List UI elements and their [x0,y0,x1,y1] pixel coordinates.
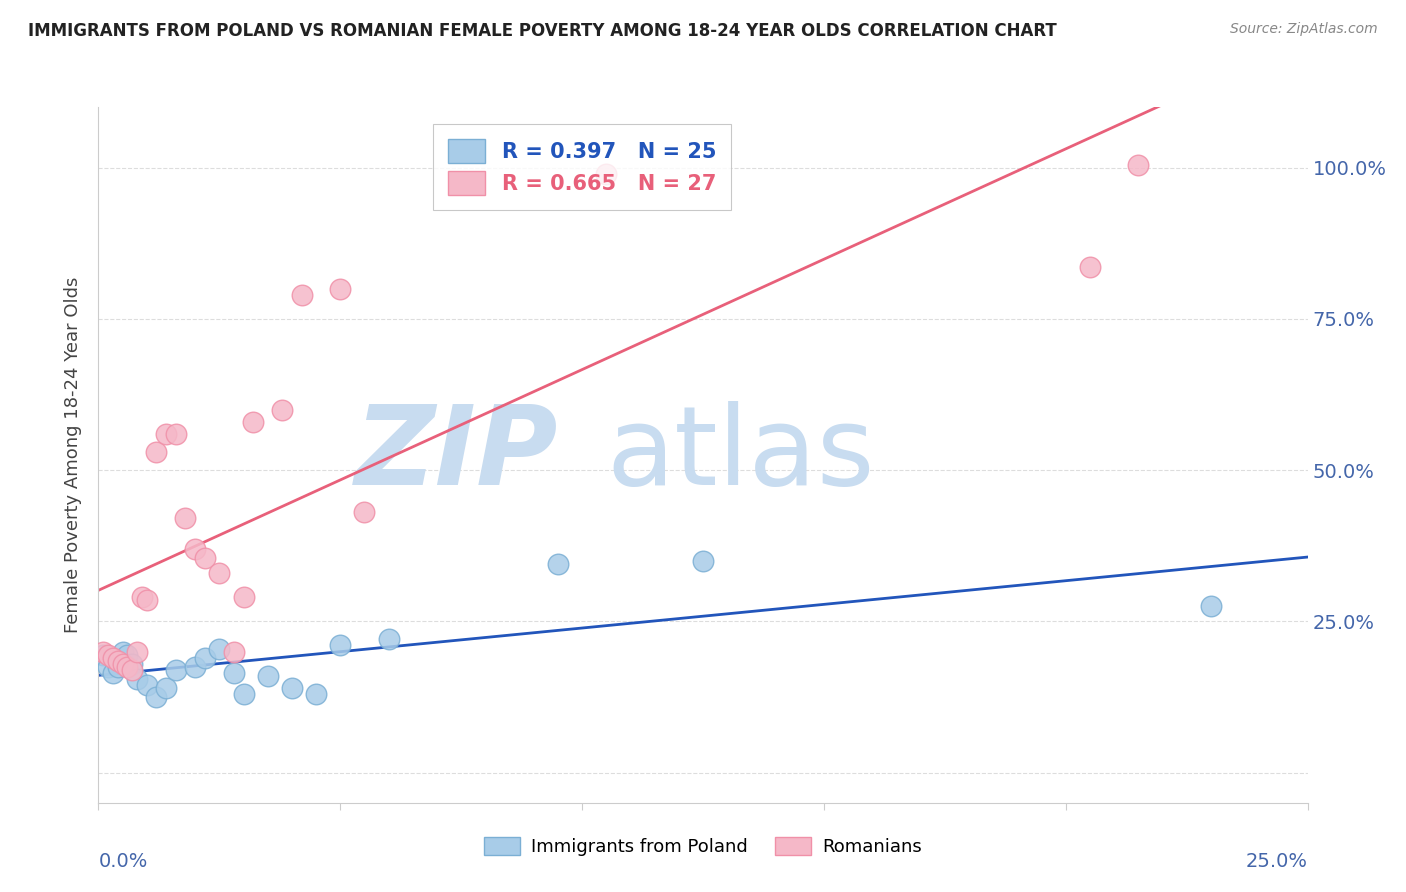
Point [97,648,120,662]
Point [145,445,167,459]
Point [232,590,254,604]
Point [1078,260,1101,275]
Text: Source: ZipAtlas.com: Source: ZipAtlas.com [1230,22,1378,37]
Point [117,648,139,662]
Point [281,681,304,695]
Point [242,415,264,429]
Point [194,650,217,665]
Point [194,550,217,565]
Point [117,659,139,673]
Text: IMMIGRANTS FROM POLAND VS ROMANIAN FEMALE POVERTY AMONG 18-24 YEAR OLDS CORRELAT: IMMIGRANTS FROM POLAND VS ROMANIAN FEMAL… [28,22,1057,40]
Point [329,639,352,653]
Point [111,657,134,671]
Point [91,644,114,658]
Point [595,167,617,181]
Point [111,644,134,658]
Point [208,641,231,656]
Point [91,648,114,662]
Point [184,659,207,673]
Point [135,593,157,607]
Point [174,511,197,525]
Point [329,281,352,295]
Point [208,566,231,580]
Point [1128,157,1150,171]
Point [121,663,143,677]
Point [165,663,187,677]
Point [353,505,375,519]
Text: ZIP: ZIP [354,401,558,508]
Point [97,659,120,673]
Point [145,690,167,704]
Text: atlas: atlas [606,401,875,508]
Point [101,665,124,680]
Point [127,644,149,658]
Point [305,687,328,701]
Point [222,644,245,658]
Point [377,632,399,647]
Point [107,659,129,673]
Point [692,554,714,568]
Point [222,665,245,680]
Text: 25.0%: 25.0% [1246,852,1308,871]
Point [256,669,278,683]
Point [127,672,149,686]
Point [107,654,129,668]
Text: 0.0%: 0.0% [98,852,148,871]
Point [135,678,157,692]
Point [131,590,153,604]
Point [121,657,143,671]
Point [232,687,254,701]
Point [1199,599,1222,614]
Point [184,541,207,556]
Point [271,402,294,417]
Point [547,557,569,571]
Point [155,426,177,441]
Point [101,650,124,665]
Point [165,426,187,441]
Point [155,681,177,695]
Y-axis label: Female Poverty Among 18-24 Year Olds: Female Poverty Among 18-24 Year Olds [65,277,83,633]
Legend: Immigrants from Poland, Romanians: Immigrants from Poland, Romanians [477,830,929,863]
Point [290,287,312,301]
